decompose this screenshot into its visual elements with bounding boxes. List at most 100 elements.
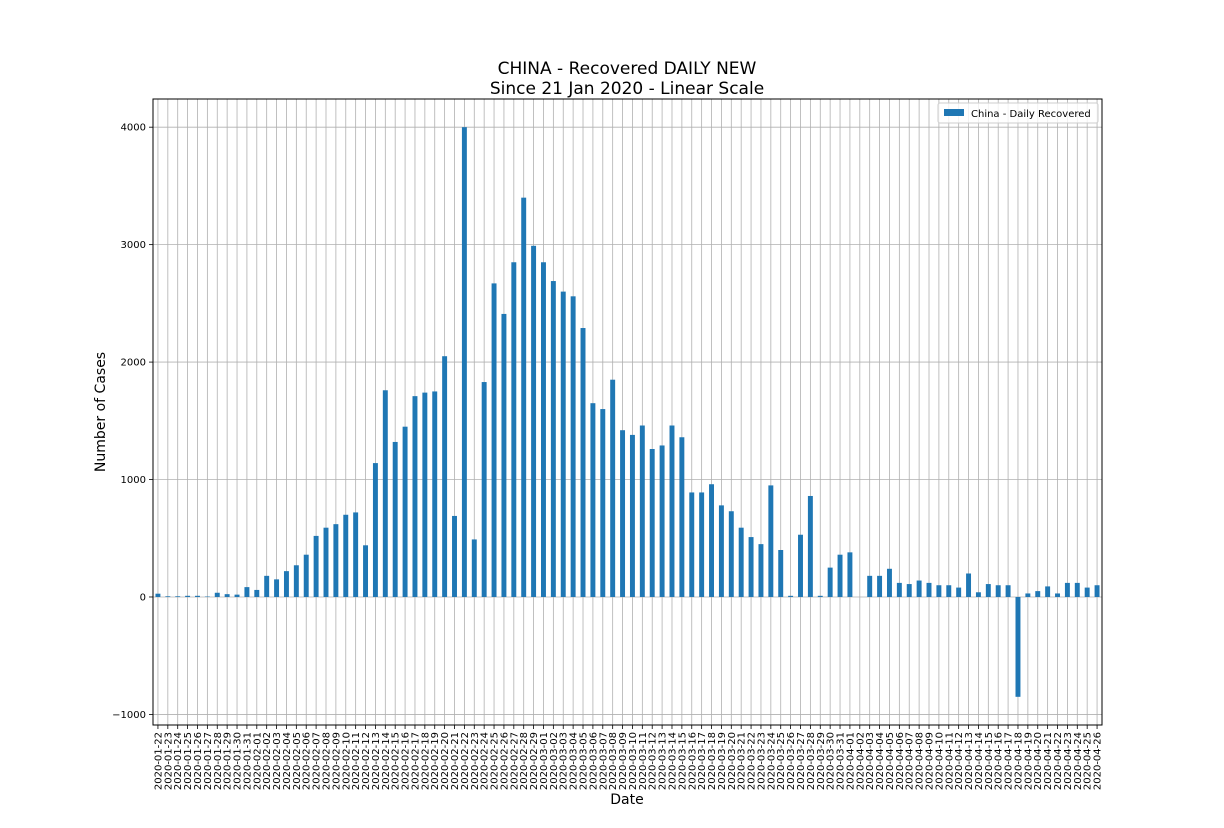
bar — [214, 592, 220, 597]
x-tick-label: 2020-03-27 — [796, 732, 807, 790]
y-tick-label: 4000 — [121, 123, 146, 134]
x-tick-label: 2020-02-27 — [509, 732, 520, 790]
x-tick-label: 2020-02-12 — [361, 732, 372, 790]
x-tick-label: 2020-02-19 — [430, 732, 441, 790]
bar — [1055, 593, 1060, 597]
bar — [896, 582, 902, 597]
x-tick-label: 2020-02-25 — [490, 732, 501, 790]
x-tick-label: 2020-01-27 — [203, 732, 214, 790]
bar — [600, 409, 606, 597]
bar — [1084, 587, 1090, 597]
bar — [570, 296, 576, 597]
y-axis-ticks: −1000 0 1000 2000 3000 4000 — [112, 123, 153, 721]
bar — [224, 594, 230, 597]
x-tick-label: 2020-01-31 — [242, 732, 253, 790]
bar — [669, 425, 675, 597]
bar — [412, 396, 418, 597]
bar — [313, 535, 319, 597]
bar — [481, 382, 487, 597]
x-tick-label: 2020-01-23 — [163, 732, 174, 790]
x-tick-label: 2020-03-09 — [618, 732, 629, 790]
bar — [738, 527, 744, 597]
bar — [1045, 586, 1051, 597]
bar — [985, 584, 991, 597]
bar — [629, 434, 635, 597]
bar — [244, 587, 250, 597]
bar — [926, 582, 932, 597]
bar — [353, 512, 359, 597]
legend: China - Daily Recovered — [937, 102, 1099, 124]
y-tick-label: 3000 — [121, 240, 146, 251]
bar — [956, 587, 962, 597]
x-tick-label: 2020-02-24 — [480, 732, 491, 790]
bar — [590, 403, 596, 597]
x-tick-label: 2020-03-08 — [608, 732, 619, 790]
x-tick-label: 2020-02-07 — [312, 732, 323, 790]
x-tick-label: 2020-02-08 — [321, 732, 332, 790]
bar — [541, 262, 546, 597]
x-tick-label: 2020-03-05 — [579, 732, 590, 790]
x-tick-label: 2020-03-25 — [776, 732, 787, 790]
bar — [1074, 582, 1080, 597]
bar — [610, 379, 616, 597]
x-tick-label: 2020-04-11 — [944, 732, 955, 790]
x-tick-label: 2020-02-23 — [470, 732, 481, 790]
bar — [293, 565, 299, 597]
x-tick-label: 2020-03-18 — [707, 732, 718, 790]
x-tick-label: 2020-02-03 — [272, 732, 283, 790]
x-tick-label: 2020-02-18 — [420, 732, 431, 790]
plot-area-frame — [152, 98, 1103, 726]
x-tick-label: 2020-02-20 — [440, 732, 451, 790]
legend-box — [937, 102, 1099, 124]
x-tick-label: 2020-04-13 — [964, 732, 975, 790]
x-tick-label: 2020-03-13 — [658, 732, 669, 790]
bar — [867, 575, 873, 597]
bar — [422, 392, 428, 597]
x-tick-label: 2020-01-29 — [223, 732, 234, 790]
x-tick-label: 2020-04-03 — [865, 732, 876, 790]
bar — [1025, 593, 1031, 597]
bar — [392, 441, 398, 597]
x-tick-label: 2020-02-04 — [282, 732, 293, 790]
bar — [521, 197, 527, 597]
x-tick-label: 2020-02-22 — [460, 732, 471, 790]
x-tick-label: 2020-03-17 — [697, 732, 708, 790]
bar — [916, 580, 922, 597]
x-tick-label: 2020-03-16 — [687, 732, 698, 790]
x-tick-label: 2020-03-29 — [816, 732, 827, 790]
bar — [699, 492, 705, 597]
bar — [975, 592, 981, 597]
x-tick-label: 2020-04-21 — [1043, 732, 1054, 790]
x-tick-label: 2020-04-12 — [954, 732, 965, 790]
x-tick-label: 2020-03-28 — [806, 732, 817, 790]
bar — [837, 554, 843, 597]
bar — [1015, 596, 1021, 697]
bar — [264, 575, 270, 597]
bar — [847, 552, 853, 597]
x-tick-label: 2020-04-23 — [1063, 732, 1074, 790]
x-tick-label: 2020-02-14 — [381, 732, 392, 790]
x-tick-label: 2020-04-01 — [845, 732, 856, 790]
bar — [689, 492, 695, 597]
x-tick-label: 2020-04-04 — [875, 732, 886, 790]
x-tick-label: 2020-03-23 — [756, 732, 767, 790]
x-tick-label: 2020-04-06 — [895, 732, 906, 790]
bar — [501, 313, 507, 597]
bar — [491, 283, 497, 597]
bar — [432, 391, 438, 597]
x-tick-label: 2020-02-16 — [401, 732, 412, 790]
bar — [798, 534, 803, 597]
bar — [234, 594, 240, 597]
bar — [877, 575, 883, 597]
bar — [817, 595, 823, 597]
bar — [679, 437, 685, 597]
grid — [153, 99, 1102, 725]
bar — [946, 585, 952, 597]
x-tick-label: 2020-02-15 — [391, 732, 402, 790]
bar — [995, 585, 1001, 597]
bars — [155, 127, 1100, 697]
bar — [936, 585, 942, 597]
x-tick-label: 2020-04-20 — [1033, 732, 1044, 790]
